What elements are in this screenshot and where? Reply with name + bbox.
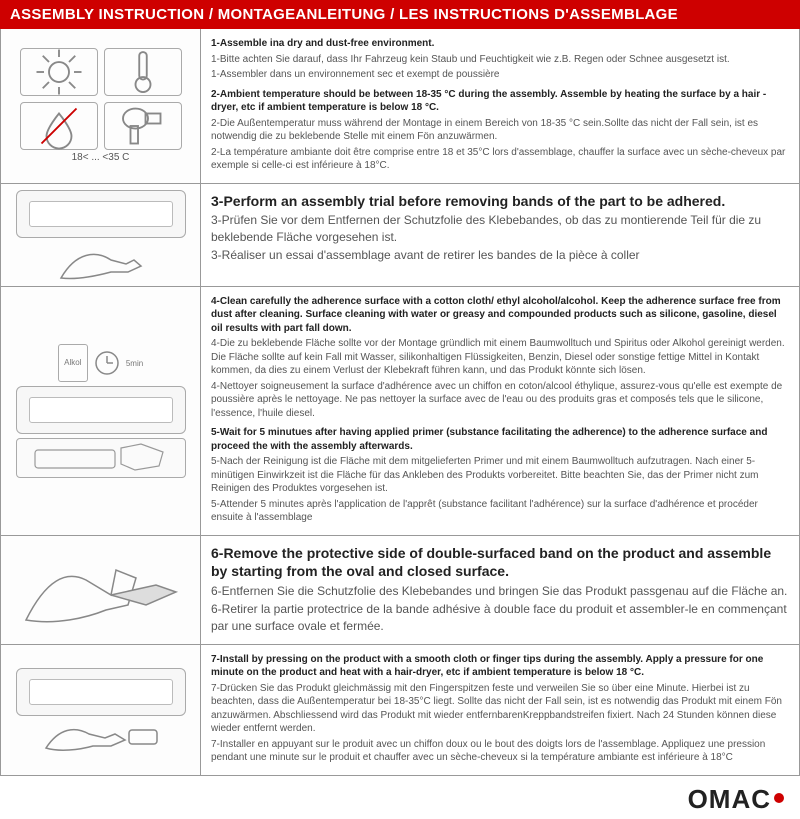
instruction-line: 7-Drücken Sie das Produkt gleichmässig m… bbox=[211, 682, 789, 736]
timer-label: 5min bbox=[126, 359, 143, 368]
panel-icon bbox=[16, 386, 186, 434]
instruction-line: 2-Ambient temperature should be between … bbox=[211, 88, 789, 115]
table-row: Alkol 5min 4-Clean carefully the adheren… bbox=[1, 287, 799, 536]
instruction-line: 3-Prüfen Sie vor dem Entfernen der Schut… bbox=[211, 212, 789, 244]
table-row: 3-Perform an assembly trial before remov… bbox=[1, 184, 799, 287]
temperature-label: 18< ... <35 C bbox=[72, 152, 130, 163]
instruction-line: 6-Retirer la partie protectrice de la ba… bbox=[211, 601, 789, 633]
text-cell-3: 4-Clean carefully the adherence surface … bbox=[201, 287, 799, 535]
instruction-line: 7-Installer en appuyant sur le produit a… bbox=[211, 738, 789, 765]
instruction-line: 5-Nach der Reinigung ist die Fläche mit … bbox=[211, 455, 789, 496]
instruction-line: 7-Install by pressing on the product wit… bbox=[211, 653, 789, 680]
instruction-line: 6-Remove the protective side of double-s… bbox=[211, 544, 789, 582]
wipe-icon bbox=[16, 438, 186, 478]
brand-logo: OMAC bbox=[688, 784, 784, 815]
no-water-icon bbox=[20, 102, 98, 150]
page-title: ASSEMBLY INSTRUCTION / MONTAGEANLEITUNG … bbox=[0, 0, 800, 29]
peel-tape-icon bbox=[11, 550, 191, 630]
illustration-cell-5 bbox=[1, 645, 201, 775]
instruction-line: 3-Perform an assembly trial before remov… bbox=[211, 192, 789, 211]
thermometer-icon bbox=[104, 48, 182, 96]
instruction-line: 6-Entfernen Sie die Schutzfolie des Kleb… bbox=[211, 583, 789, 599]
instruction-line: 2-La température ambiante doit être comp… bbox=[211, 146, 789, 173]
instruction-table: 18< ... <35 C 1-Assemble ina dry and dus… bbox=[0, 29, 800, 776]
sun-icon bbox=[20, 48, 98, 96]
instruction-line: 1-Bitte achten Sie darauf, dass Ihr Fahr… bbox=[211, 53, 789, 67]
instruction-line: 5-Wait for 5 minutues after having appli… bbox=[211, 426, 789, 453]
illustration-cell-4 bbox=[1, 536, 201, 644]
text-cell-5: 7-Install by pressing on the product wit… bbox=[201, 645, 799, 775]
logo-dot-icon bbox=[774, 793, 784, 803]
hairdryer-icon bbox=[104, 102, 182, 150]
instruction-line: 4-Clean carefully the adherence surface … bbox=[211, 295, 789, 336]
panel-icon bbox=[16, 190, 186, 238]
text-cell-4: 6-Remove the protective side of double-s… bbox=[201, 536, 799, 644]
hand-icon bbox=[56, 242, 146, 280]
text-cell-2: 3-Perform an assembly trial before remov… bbox=[201, 184, 799, 286]
press-hand-icon bbox=[41, 722, 161, 752]
instruction-line: 4-Nettoyer soigneusement la surface d'ad… bbox=[211, 380, 789, 421]
table-row: 18< ... <35 C 1-Assemble ina dry and dus… bbox=[1, 29, 799, 184]
instruction-line: 4-Die zu beklebende Fläche sollte vor de… bbox=[211, 337, 789, 378]
table-row: 7-Install by pressing on the product wit… bbox=[1, 645, 799, 775]
text-cell-1: 1-Assemble ina dry and dust-free environ… bbox=[201, 29, 799, 183]
footer: OMAC bbox=[0, 776, 800, 819]
instruction-line: 1-Assembler dans un environnement sec et… bbox=[211, 68, 789, 82]
illustration-cell-1: 18< ... <35 C bbox=[1, 29, 201, 183]
instruction-line: 1-Assemble ina dry and dust-free environ… bbox=[211, 37, 789, 51]
instruction-line: 3-Réaliser un essai d'assemblage avant d… bbox=[211, 247, 789, 263]
illustration-cell-3: Alkol 5min bbox=[1, 287, 201, 535]
alcohol-box-icon: Alkol bbox=[58, 344, 88, 382]
table-row: 6-Remove the protective side of double-s… bbox=[1, 536, 799, 645]
illustration-cell-2 bbox=[1, 184, 201, 286]
instruction-line: 5-Attender 5 minutes après l'application… bbox=[211, 498, 789, 525]
panel-icon bbox=[16, 668, 186, 716]
clock-icon bbox=[94, 350, 120, 376]
instruction-line: 2-Die Außentemperatur muss während der M… bbox=[211, 117, 789, 144]
